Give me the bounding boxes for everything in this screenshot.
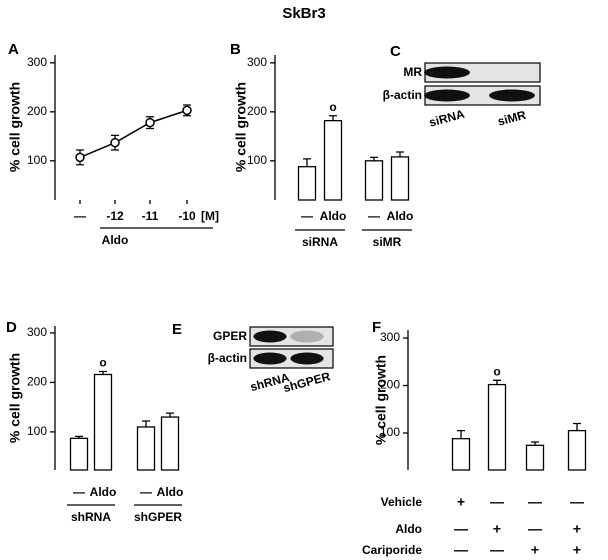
y-axis-label: % cell growth [7,353,23,443]
y-tick-label: 300 [27,55,47,69]
band-label: β-actin [383,88,422,102]
blot-band [290,352,324,365]
lane-label: siMR [496,108,528,129]
band-label: GPER [213,329,247,343]
significance-mark: o [329,100,336,114]
point [145,117,155,128]
x-tick-label: Aldo [157,485,184,499]
x-tick-label: Aldo [387,209,414,223]
treatment-sign: — [490,542,504,558]
treatment-sign: — [570,494,584,510]
bar [567,429,587,471]
y-axis-label: % cell growth [373,355,389,445]
group-label: shRNA [71,510,111,524]
x-tick-label: -12 [106,209,124,223]
panel-letter: C [390,43,401,60]
group-label: siRNA [302,235,338,249]
treatment-sign: — [528,494,542,510]
panel-letter: B [230,41,241,58]
y-tick-label: 300 [247,55,267,69]
treatment-sign: — [490,494,504,510]
blot-band [290,330,324,343]
band-label: β-actin [208,351,247,365]
bar [160,416,180,471]
treatment-sign: + [573,521,581,537]
y-tick-label: 200 [27,104,47,118]
y-axis-label: % cell growth [233,82,249,172]
bar [451,438,471,471]
bar [297,166,317,201]
x-tick-label: -11 [142,209,159,223]
group-label: shGPER [134,510,182,524]
bar [364,160,384,201]
treatment-sign: + [493,521,501,537]
point [110,137,120,148]
treatment-label: Cariporide [362,543,422,557]
blot-band [424,89,470,102]
line [79,109,188,159]
treatment-sign: + [531,542,539,558]
y-tick-label: 100 [247,153,267,167]
error-bar [303,158,311,167]
x-unit: [M] [201,209,219,223]
treatment-sign: — [454,521,468,537]
bar [323,119,343,201]
bar [69,437,89,471]
treatment-sign: + [457,494,465,510]
panel-letter: A [8,41,19,58]
treatment-sign: — [528,521,542,537]
treatment-label: Vehicle [381,495,423,509]
blot-band [424,66,470,79]
panel-letter: F [372,319,381,336]
error-bar [396,151,404,157]
x-tick-label: — [73,485,85,499]
y-tick-label: 100 [27,424,47,438]
band-label: MR [403,65,422,79]
bar [93,373,113,471]
y-tick-label: 200 [27,375,47,389]
error-bar [329,115,337,121]
error-bar [573,422,581,431]
lane-label: shGPER [282,369,332,395]
y-tick-label: 300 [27,325,47,339]
blot-band [489,89,535,102]
x-tick-label: -10 [178,209,196,223]
x-tick-label: — [368,209,380,223]
group-label: Aldo [102,233,129,247]
y-tick-label: 100 [380,425,400,439]
x-tick-label: — [74,209,86,223]
error-bar [457,429,465,439]
error-bar [493,379,501,385]
bar [525,444,545,471]
x-tick-label: — [301,209,313,223]
lane-label: siRNA [428,107,467,130]
treatment-sign: + [573,542,581,558]
x-tick-label: Aldo [90,485,117,499]
blot-band [253,352,287,365]
bar [136,426,156,471]
treatment-sign: — [454,542,468,558]
x-tick-label: Aldo [320,209,347,223]
group-label: siMR [373,235,402,249]
significance-mark: o [99,356,106,370]
y-axis-label: % cell growth [7,82,23,172]
y-tick-label: 200 [247,104,267,118]
point [75,152,85,163]
point [182,105,192,116]
y-tick-label: 300 [380,330,400,344]
error-bar [166,412,174,418]
bar [390,156,410,201]
figure-title: SkBr3 [282,5,325,22]
y-tick-label: 100 [27,153,47,167]
error-bar [142,420,150,427]
panel-letter: E [172,321,182,338]
x-tick-label: — [140,485,152,499]
significance-mark: o [493,364,500,378]
bar [487,383,507,471]
y-tick-label: 200 [380,378,400,392]
treatment-label: Aldo [395,522,422,536]
blot-band [253,330,287,343]
panel-letter: D [6,319,17,336]
